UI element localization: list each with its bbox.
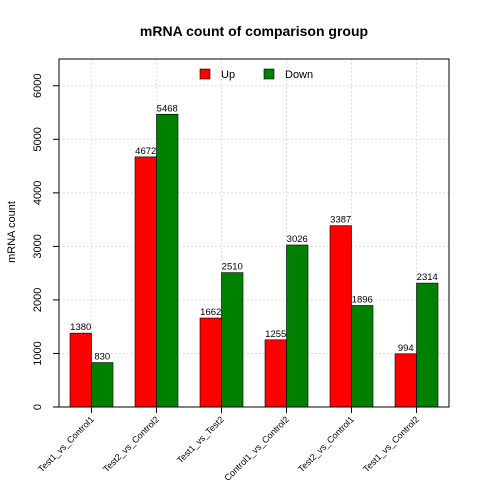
- data-label: 994: [398, 343, 414, 354]
- plot-frame: [59, 59, 449, 407]
- data-label: 4672: [135, 146, 156, 157]
- data-label: 3387: [330, 215, 351, 226]
- bar-down: [92, 363, 114, 407]
- data-label: 1896: [352, 294, 373, 305]
- bar-up: [200, 318, 222, 407]
- bar-up: [265, 340, 287, 407]
- y-tick-label: 5000: [32, 127, 44, 151]
- y-tick-label: 3000: [32, 234, 44, 258]
- data-label: 5468: [157, 103, 178, 114]
- bar-up: [70, 333, 92, 407]
- y-axis: 0 1000 2000 3000 4000 5000 6000: [32, 74, 59, 411]
- data-label: 3026: [287, 234, 308, 245]
- legend-label-up: Up: [221, 69, 235, 81]
- y-tick-label: 2000: [32, 288, 44, 312]
- x-tick-label: Test1_vs_Test2: [175, 414, 226, 465]
- grid: [59, 59, 449, 407]
- x-tick-label: Test1_vs_Control1: [36, 414, 96, 474]
- bar-down: [222, 273, 244, 407]
- bar-up: [330, 226, 352, 407]
- bar-down: [352, 305, 374, 407]
- y-tick-label: 0: [32, 404, 44, 410]
- legend-swatch-down: [264, 69, 274, 79]
- bar-down: [157, 114, 179, 407]
- data-label: 2510: [222, 262, 243, 273]
- data-label: 1255: [265, 329, 286, 340]
- bar-down: [417, 283, 439, 407]
- x-tick-label: Control1_vs_Control2: [222, 414, 291, 480]
- legend-label-down: Down: [285, 69, 313, 81]
- y-tick-label: 4000: [32, 181, 44, 205]
- x-tick-label: Test2_vs_Control2: [101, 414, 161, 474]
- y-axis-label: mRNA count: [6, 201, 18, 263]
- legend: Up Down: [200, 69, 313, 81]
- x-tick-label: Test2_vs_Control1: [296, 414, 356, 474]
- y-tick-label: 1000: [32, 341, 44, 365]
- data-label: 1662: [200, 307, 221, 318]
- chart-title: mRNA count of comparison group: [140, 23, 368, 39]
- data-label: 1380: [70, 322, 91, 333]
- bars: [70, 114, 438, 407]
- data-label: 2314: [417, 272, 438, 283]
- bar-up: [135, 157, 157, 407]
- y-tick-label: 6000: [32, 74, 44, 98]
- x-tick-label: Test1_vs_Control2: [361, 414, 421, 474]
- data-labels: 1380 830 4672 5468 1662 2510 1255 3026 3387 1896 9…: [70, 103, 438, 362]
- x-axis: Test1_vs_Control1 Test2_vs_Control2 Test1_…: [36, 407, 421, 480]
- legend-swatch-up: [200, 69, 210, 79]
- bar-up: [395, 354, 417, 407]
- bar-down: [287, 245, 309, 407]
- data-label: 830: [94, 352, 110, 363]
